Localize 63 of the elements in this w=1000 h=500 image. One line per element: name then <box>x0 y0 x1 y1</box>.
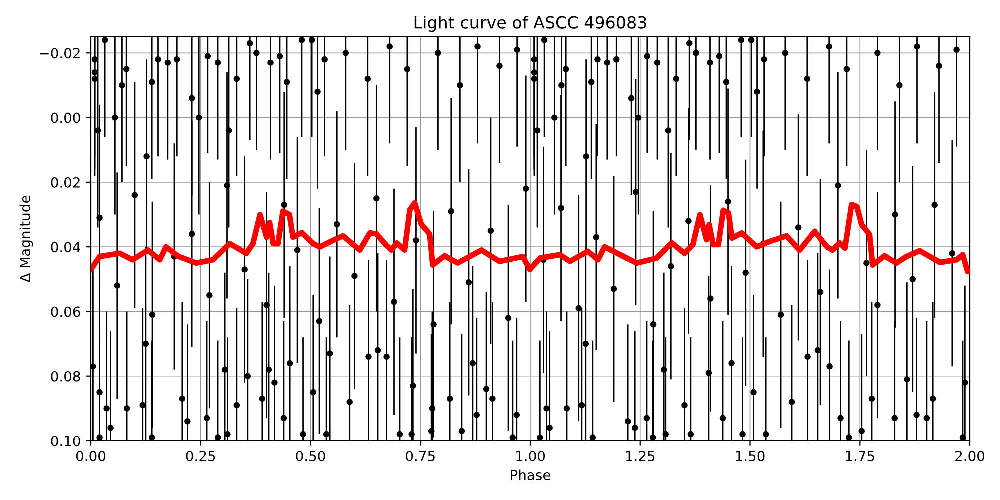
point <box>294 247 301 254</box>
point <box>132 192 138 198</box>
point <box>576 305 582 312</box>
x-tick-label: 1.00 <box>516 450 546 462</box>
point <box>149 312 156 318</box>
point <box>264 302 270 308</box>
y-tick-label: 0.08 <box>51 371 80 382</box>
point <box>864 260 870 266</box>
x-tick-label: 2.00 <box>956 450 985 462</box>
y-tick-label: 0.06 <box>51 306 80 318</box>
point <box>505 315 512 322</box>
point <box>114 282 120 289</box>
point <box>650 322 657 328</box>
point <box>188 231 196 238</box>
point <box>910 276 916 283</box>
y-tick-label: 0.10 <box>51 436 80 446</box>
point <box>817 289 824 296</box>
point <box>430 322 437 328</box>
y-tick-label: −0.02 <box>40 48 80 59</box>
point <box>316 318 323 325</box>
point <box>778 312 784 318</box>
x-tick-label: 0.50 <box>296 450 326 462</box>
y-axis-title: Δ Magnitude <box>20 196 34 283</box>
point <box>932 202 938 208</box>
point <box>352 273 358 280</box>
point <box>593 234 600 240</box>
point <box>391 298 398 306</box>
point <box>334 221 340 228</box>
point <box>488 228 494 234</box>
point <box>892 212 898 218</box>
x-axis-title: Phase <box>511 470 550 480</box>
point <box>413 238 420 244</box>
x-tick-label: 1.75 <box>846 451 874 462</box>
point <box>742 270 749 276</box>
x-tick-label: 1.25 <box>626 450 655 462</box>
y-tick-label: 0.04 <box>51 242 80 253</box>
point <box>466 280 472 286</box>
point <box>558 205 564 212</box>
point <box>949 250 956 257</box>
point <box>374 195 380 202</box>
point <box>610 286 618 292</box>
chart-title: Light curve of ASCC 496083 <box>414 16 646 32</box>
point <box>242 266 248 273</box>
point <box>668 263 674 270</box>
point <box>96 214 103 222</box>
point <box>632 189 640 196</box>
point <box>725 198 732 205</box>
point <box>835 182 842 189</box>
point <box>523 186 530 192</box>
point <box>448 208 454 215</box>
x-tick-label: 0.25 <box>186 450 216 462</box>
x-tick-label: 1.50 <box>736 450 765 462</box>
point <box>206 292 213 299</box>
point <box>874 302 881 308</box>
y-tick-label: 0.00 <box>51 112 80 124</box>
x-tick-label: 0.00 <box>76 450 106 462</box>
point <box>686 218 692 224</box>
y-tick-label: 0.02 <box>51 177 80 188</box>
point <box>224 182 230 189</box>
x-tick-label: 0.75 <box>406 450 435 462</box>
point <box>281 202 288 208</box>
point <box>795 224 802 231</box>
point <box>708 296 714 302</box>
